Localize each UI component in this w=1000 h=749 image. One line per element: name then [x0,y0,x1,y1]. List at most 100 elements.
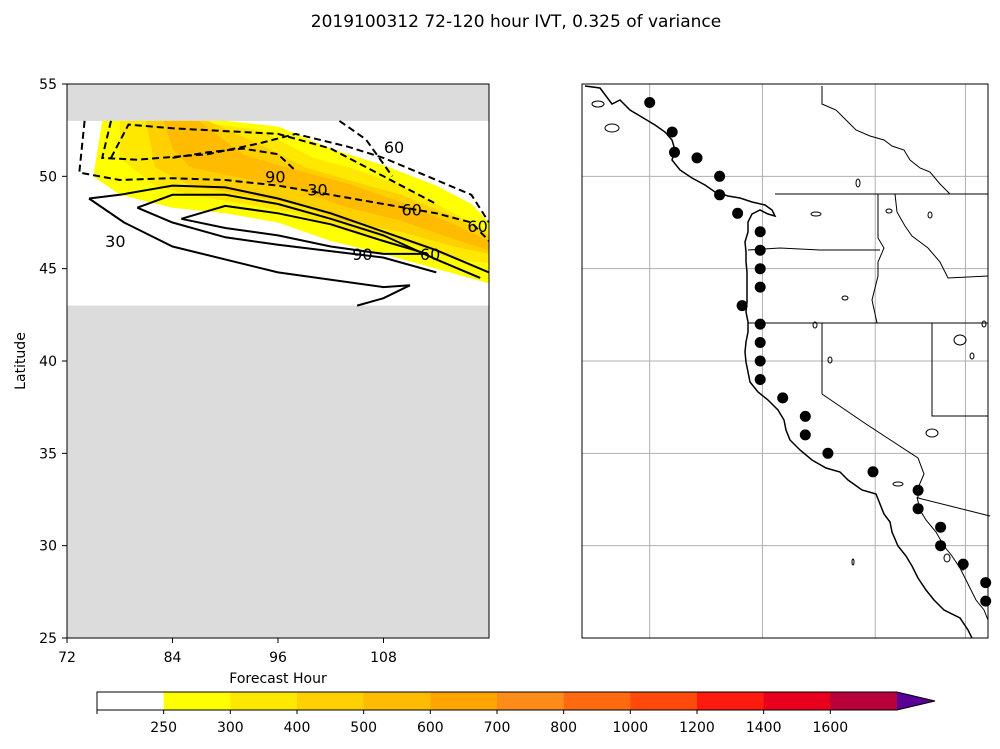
missing-data-region [67,84,489,121]
station-marker [980,595,992,607]
border-id-mt [894,193,989,279]
lake [892,481,904,487]
contour-line-solid [136,206,437,274]
land-borders [584,85,991,639]
contour-label: 30 [307,180,327,199]
station-marker [935,521,947,533]
filled-contour-500-600 [163,120,489,251]
island [810,211,822,217]
y-axis-label: Latitude [13,332,29,390]
colorbar-segment [497,692,565,710]
colorbar-tick-label: 1200 [679,720,715,736]
y-tick-label: 45 [39,262,57,278]
border-canada-alaska [821,86,951,195]
station-marker [754,244,766,256]
contour-line-solid [136,193,481,279]
station-marker [912,484,924,496]
lake [925,428,939,438]
contour-line-dashed [100,120,489,224]
colorbar-segment [763,692,831,710]
colorbar-tick-label: 500 [350,720,377,736]
station-marker [754,318,766,330]
colorbar-extension [897,692,935,710]
station-marker [957,558,969,570]
figure-title: 2019100312 72-120 hour IVT, 0.325 of var… [311,12,721,32]
contour-label: 30 [105,232,125,251]
station-marker [691,152,703,164]
colorbar-segment [230,692,298,710]
island [591,100,605,108]
missing-data-region [67,305,489,638]
lake [841,295,849,301]
colorbar-segment [830,692,898,710]
station-marker [714,170,726,182]
border-id [871,194,885,324]
contour-line-dashed [110,123,437,205]
lake [927,211,933,219]
x-tick-label: 72 [58,650,76,666]
contour-label: 60 [420,245,440,264]
colorbar-segment [97,692,165,710]
contour-panel: 90 30 60 60 60 90 60 30 72 84 96 108 25 30 35 40 45 50 55 F… [13,77,490,687]
station-marker [822,447,834,459]
border-ca-nv [821,323,991,517]
colorbar-segment [563,692,631,710]
colorbar-segment [697,692,765,710]
colorbar: 250 300 400 500 600 700 800 1000 1200 1400 1600 [96,691,936,736]
gulf-coastline [916,496,989,621]
station-marker [714,189,726,201]
colorbar-tick-label: 700 [484,720,511,736]
border-wa-or [747,247,880,251]
colorbar-tick-label: 300 [217,720,244,736]
map-frame [581,83,989,639]
station-marker [736,300,748,312]
y-tick-label: 35 [39,446,57,462]
lake [827,356,833,364]
station-marker [644,97,656,108]
x-tick-label: 84 [164,650,182,666]
contour-line-solid [88,184,489,274]
lake [812,321,818,329]
contour-label: 60 [401,201,421,220]
station-marker [799,410,811,422]
map-gridlines [582,84,988,638]
colorbar-tick-label: 250 [150,720,177,736]
station-marker [935,540,947,552]
contour-label: 60 [467,217,487,236]
contour-label: 90 [352,245,372,264]
contour-label: 60 [384,138,404,157]
colorbar-tick-label: 600 [417,720,444,736]
station-marker [980,577,992,589]
contour-line-solid [181,204,428,255]
y-tick-label: 30 [39,539,57,555]
coastline [584,85,973,639]
station-markers [644,97,992,607]
y-tick-label: 25 [39,631,57,647]
lake [855,178,861,188]
colorbar-tick-label: 1400 [746,720,782,736]
station-marker [799,429,811,441]
colorbar-outline [96,691,936,711]
station-marker [777,392,789,404]
x-tick-label: 108 [370,650,397,666]
island [943,553,951,563]
lake [953,334,967,346]
colorbar-tick-label: 1600 [813,720,849,736]
colorbar-segment [297,692,365,710]
y-tick-label: 50 [39,169,57,185]
lake [969,352,975,360]
station-marker [754,263,766,275]
colorbar-segment [430,692,498,710]
island [851,558,855,566]
y-tick-label: 55 [39,77,57,93]
colorbar-segment [163,692,231,710]
lake [981,320,987,328]
map-panel [581,83,992,639]
y-tick-label: 40 [39,354,57,370]
island [604,123,620,133]
contour-line-dashed [172,147,297,172]
station-marker [754,337,766,348]
station-marker [754,226,766,238]
station-marker [754,374,766,385]
